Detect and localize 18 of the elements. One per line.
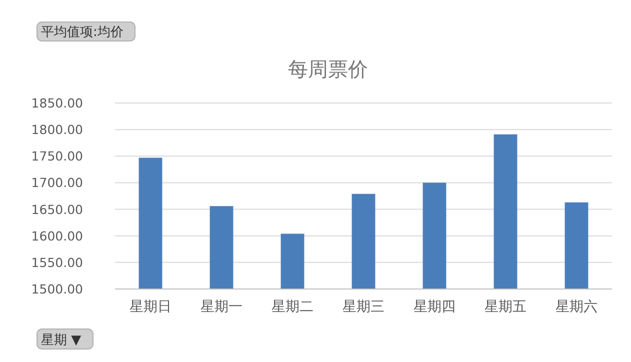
x-tick-label: 星期四 [414, 299, 456, 315]
x-tick-label: 星期五 [484, 299, 526, 315]
y-tick-label: 1750.00 [31, 148, 84, 164]
y-tick-label: 1800.00 [31, 122, 84, 138]
y-tick-label: 1500.00 [31, 282, 84, 296]
x-tick-label: 星期三 [342, 299, 384, 315]
x-tick-label: 星期日 [130, 299, 172, 315]
y-tick-label: 1550.00 [31, 254, 84, 270]
x-tick-label: 星期六 [556, 299, 598, 315]
y-tick-label: 1600.00 [31, 228, 84, 244]
y-tick-label: 1850.00 [31, 96, 84, 110]
text: 星期 ▼ [41, 333, 82, 348]
x-tick-label: 星期一 [200, 299, 242, 315]
text: 平均值项:均价 [41, 25, 124, 40]
y-tick-label: 1650.00 [31, 202, 84, 217]
chart-title: 每周票价 [288, 57, 368, 81]
y-tick-label: 1700.00 [31, 175, 84, 190]
x-tick-label: 星期二 [272, 299, 314, 315]
